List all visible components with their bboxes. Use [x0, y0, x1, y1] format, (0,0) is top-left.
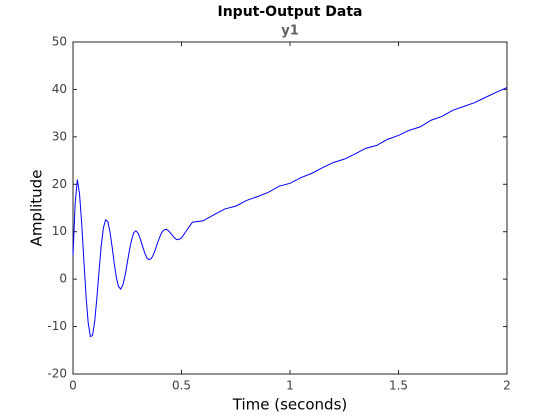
chart-title: Input-Output Data: [218, 4, 363, 20]
x-tick-label: 0: [69, 379, 77, 393]
y-tick-label: 0: [59, 272, 67, 286]
x-tick-label: 1: [286, 379, 294, 393]
x-tick-label: 1.5: [389, 379, 408, 393]
x-tick-label: 0.5: [172, 379, 191, 393]
y-tick-label: 20: [52, 177, 67, 191]
y-tick-label: 10: [52, 224, 67, 238]
y-axis-label: Amplitude: [28, 170, 46, 247]
y-tick-label: 40: [52, 82, 67, 96]
x-tick-label: 2: [503, 379, 511, 393]
y-tick-label: 30: [52, 129, 67, 143]
y-tick-label: -10: [47, 319, 67, 333]
data-line: [72, 87, 508, 338]
x-axis-label: Time (seconds): [232, 396, 348, 414]
y-tick-label: -20: [47, 367, 67, 381]
y-tick-label: 50: [52, 35, 67, 49]
chart-subtitle: y1: [281, 24, 299, 39]
